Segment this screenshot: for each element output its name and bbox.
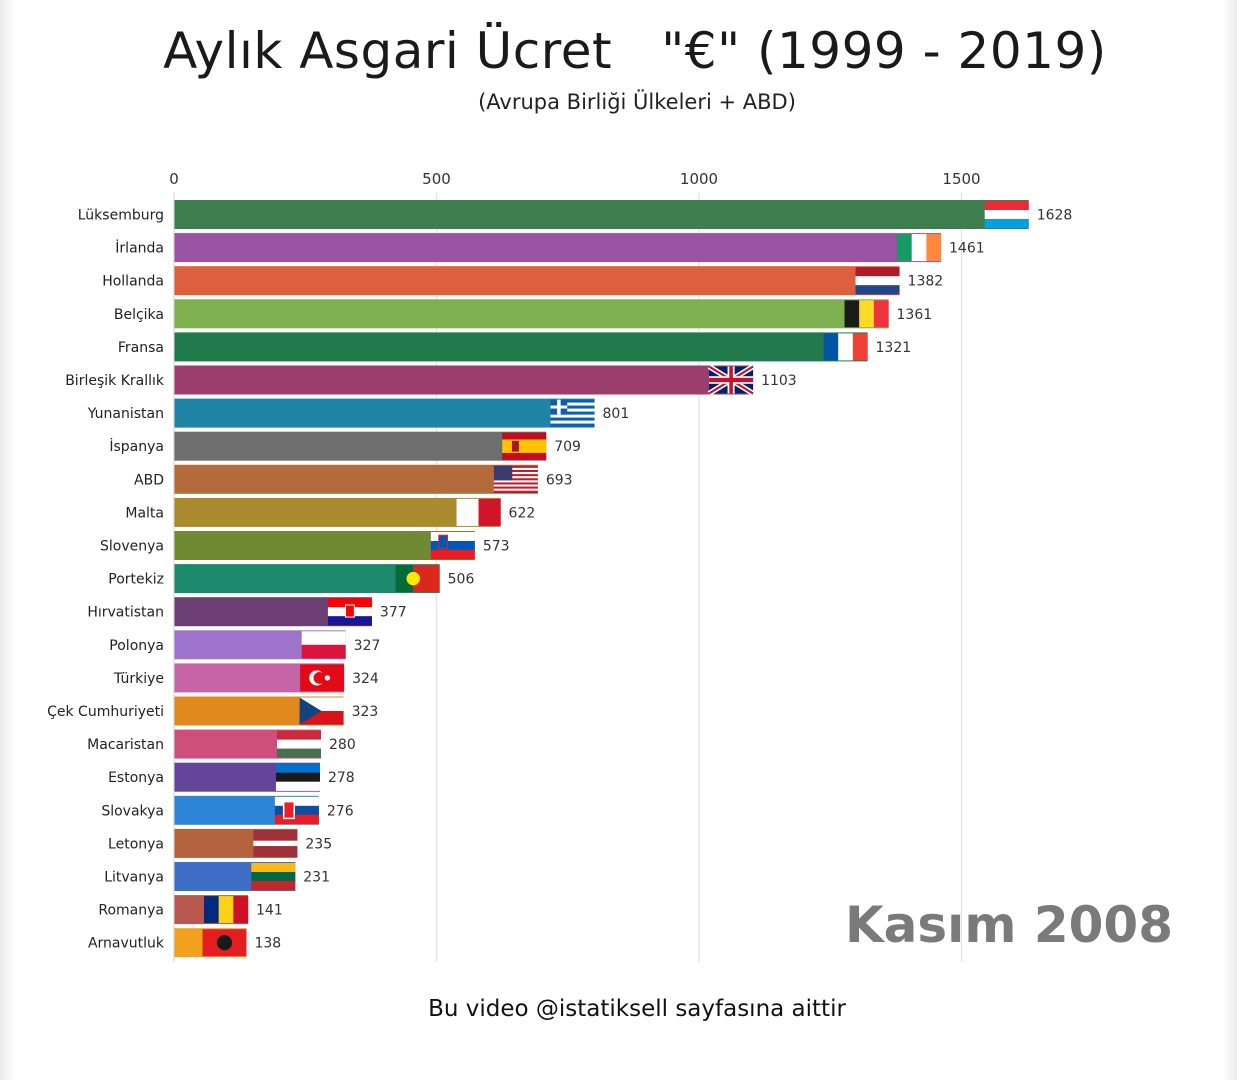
value-label: 506 <box>448 572 475 588</box>
value-label: 231 <box>303 870 330 886</box>
bar <box>174 531 475 560</box>
category-label: Malta <box>125 505 164 521</box>
hungary-flag <box>277 730 321 758</box>
bar <box>174 431 547 461</box>
bar <box>174 299 889 329</box>
category-label: Romanya <box>98 903 164 919</box>
category-label: Slovenya <box>100 539 164 555</box>
ireland-flag <box>897 234 942 262</box>
x-tick-label: 1000 <box>680 170 718 188</box>
x-tick-label: 0 <box>169 170 179 188</box>
category-label: Birleşik Krallık <box>65 373 165 389</box>
category-label: Belçika <box>114 307 164 323</box>
croatia-flag <box>327 598 372 626</box>
spain-flag <box>502 432 547 460</box>
value-label: 138 <box>254 936 281 952</box>
category-label: Çek Cumhuriyeti <box>47 704 164 720</box>
value-label: 1461 <box>949 241 985 257</box>
value-label: 1103 <box>761 373 797 389</box>
category-label: Letonya <box>108 836 164 852</box>
bar <box>174 365 754 395</box>
category-label: Litvanya <box>104 870 164 886</box>
category-label: Macaristan <box>87 737 164 753</box>
france-flag <box>823 333 868 361</box>
value-label: 323 <box>352 704 379 720</box>
romania-flag <box>204 896 249 924</box>
value-label: 1628 <box>1037 208 1073 224</box>
period-label: Kasım 2008 <box>844 896 1173 954</box>
slovakia-flag <box>274 796 319 824</box>
albania-flag <box>202 929 247 957</box>
value-label: 276 <box>327 803 354 819</box>
category-label: Slovakya <box>101 803 164 819</box>
category-label: Estonya <box>108 770 164 786</box>
category-label: Fransa <box>118 340 164 356</box>
category-label: Hollanda <box>102 274 164 290</box>
bar <box>174 398 595 428</box>
netherlands-flag <box>855 267 900 295</box>
bar <box>174 200 1029 229</box>
category-label: İspanya <box>109 437 164 455</box>
value-label: 709 <box>554 439 581 455</box>
uk-flag <box>707 364 755 396</box>
poland-flag <box>301 631 346 659</box>
value-label: 327 <box>354 638 381 654</box>
portugal-flag <box>395 565 440 593</box>
value-label: 324 <box>352 671 379 687</box>
malta-flag <box>456 498 501 526</box>
value-label: 801 <box>603 406 630 422</box>
turkey-flag <box>300 664 345 692</box>
estonia-flag <box>275 763 320 791</box>
x-tick-label: 1500 <box>942 170 980 188</box>
value-label: 1321 <box>876 340 912 356</box>
category-label: Portekiz <box>108 572 164 588</box>
czech-flag <box>299 697 344 725</box>
bar <box>174 497 501 527</box>
bar <box>174 266 900 296</box>
category-label: Arnavutluk <box>88 936 165 952</box>
value-label: 1361 <box>897 307 933 323</box>
bar <box>174 332 868 362</box>
chart-title: Aylık Asgari Ücret "€" (1999 - 2019) <box>163 22 1107 80</box>
value-label: 1382 <box>908 274 944 290</box>
value-label: 278 <box>328 770 355 786</box>
category-label: Lüksemburg <box>78 208 164 224</box>
belgium-flag <box>844 300 889 328</box>
slovenia-flag <box>430 532 475 560</box>
chart-subtitle: (Avrupa Birliği Ülkeleri + ABD) <box>478 90 796 114</box>
x-tick-label: 500 <box>422 170 451 188</box>
category-label: Hırvatistan <box>87 605 164 621</box>
category-label: İrlanda <box>115 239 164 257</box>
category-label: Türkiye <box>113 671 164 687</box>
value-label: 235 <box>305 836 332 852</box>
value-label: 622 <box>509 505 536 521</box>
value-label: 280 <box>329 737 356 753</box>
lithuania-flag <box>251 863 296 891</box>
usa-flag <box>493 465 538 493</box>
bar <box>174 233 942 263</box>
value-label: 141 <box>256 903 283 919</box>
greece-flag <box>550 399 595 427</box>
category-label: ABD <box>134 472 164 488</box>
bar <box>174 564 440 594</box>
credit-text: Bu video @istatiksell sayfasına aittir <box>428 996 846 1022</box>
luxembourg-flag <box>984 201 1029 229</box>
category-label: Yunanistan <box>87 406 164 422</box>
bar <box>174 464 538 494</box>
value-label: 693 <box>546 472 573 488</box>
value-label: 573 <box>483 539 510 555</box>
category-label: Polonya <box>109 638 164 654</box>
latvia-flag <box>253 829 298 858</box>
value-label: 377 <box>380 605 407 621</box>
